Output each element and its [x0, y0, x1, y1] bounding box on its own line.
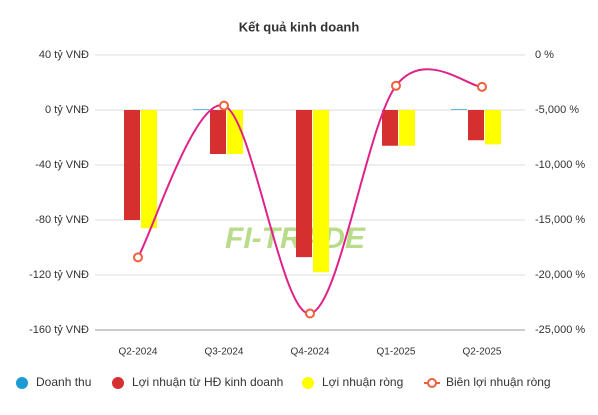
chart-title: Kết quả kinh doanh	[239, 19, 360, 34]
x-tick-label: Q1-2025	[377, 347, 416, 358]
marker	[477, 81, 487, 92]
y2-tick-label: -15,000 %	[535, 214, 585, 226]
bar	[451, 109, 467, 110]
bar	[124, 110, 140, 220]
y-tick-label: -120 tỷ VNĐ	[29, 269, 89, 281]
x-tick-label: Q4-2024	[291, 347, 330, 358]
marker	[219, 100, 229, 111]
line	[137, 68, 483, 315]
legend-marker	[112, 377, 124, 389]
bar	[313, 110, 329, 273]
y2-tick-label: -20,000 %	[535, 269, 585, 281]
bar	[210, 110, 226, 154]
y2-tick-label: -25,000 %	[535, 324, 585, 336]
legend-marker	[427, 378, 437, 388]
marker	[305, 308, 315, 319]
x-tick-label: Q2-2024	[119, 347, 158, 358]
y-tick-label: -160 tỷ VNĐ	[29, 324, 89, 336]
x-tick-label: Q3-2024	[205, 347, 244, 358]
marker	[391, 80, 401, 91]
y-tick-label: 0 tỷ VNĐ	[45, 104, 89, 116]
bar	[485, 110, 501, 145]
legend-marker	[302, 377, 314, 389]
y-tick-label: -40 tỷ VNĐ	[35, 159, 89, 171]
bar	[141, 110, 157, 229]
legend-label: Lợi nhuận từ HĐ kinh doanh	[132, 375, 283, 389]
bar	[227, 110, 243, 154]
bar	[193, 109, 209, 110]
y2-tick-label: -5,000 %	[535, 104, 579, 116]
legend-label: Doanh thu	[36, 375, 91, 389]
bar	[382, 110, 398, 146]
bar	[399, 110, 415, 146]
legend-marker	[16, 377, 28, 389]
y-tick-label: -80 tỷ VNĐ	[35, 214, 89, 226]
y2-tick-label: 0 %	[535, 49, 554, 61]
legend-label: Biên lợi nhuận ròng	[446, 375, 551, 389]
y2-tick-label: -10,000 %	[535, 159, 585, 171]
bar	[296, 110, 312, 258]
bar	[468, 110, 484, 141]
y-tick-label: 40 tỷ VNĐ	[39, 49, 89, 61]
x-tick-label: Q2-2025	[463, 347, 502, 358]
marker	[133, 252, 143, 263]
legend-label: Lợi nhuận ròng	[322, 375, 403, 389]
